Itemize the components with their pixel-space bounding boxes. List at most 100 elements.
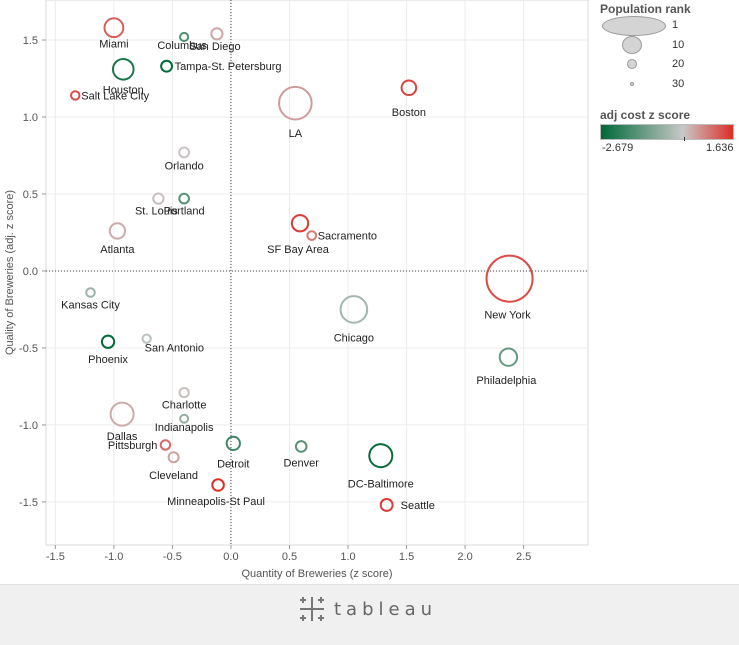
point-orlando[interactable] — [178, 146, 191, 159]
point-label-denver: Denver — [283, 457, 319, 469]
x-tick-label: 0.0 — [223, 551, 238, 563]
point-label-sacramento: Sacramento — [318, 231, 377, 243]
point-label-san-antonio: San Antonio — [145, 343, 204, 355]
point-label-atlanta: Atlanta — [100, 244, 135, 256]
point-indianapolis[interactable] — [179, 413, 190, 424]
tableau-plus-icon — [300, 597, 324, 621]
point-label-dc-baltimore: DC-Baltimore — [348, 479, 414, 491]
point-philadelphia[interactable] — [498, 347, 519, 367]
point-label-la: LA — [289, 128, 303, 140]
point-label-charlotte: Charlotte — [162, 400, 207, 412]
axes: -1.5 -1.0 -0.5 0.0 0.5 1.0 1.5 2.0 2.5 1.5 1.0 0.5 0… — [4, 35, 531, 580]
point-detroit[interactable] — [225, 435, 241, 452]
point-seattle[interactable] — [379, 498, 394, 512]
point-label-detroit: Detroit — [217, 458, 249, 470]
scatter-chart: -1.5 -1.0 -0.5 0.0 0.5 1.0 1.5 2.0 2.5 1.5 1.0 0.5 0… — [4, 0, 589, 580]
x-axis-title: Quantity of Breweries (z score) — [242, 568, 393, 580]
point-label-indianapolis: Indianapolis — [155, 422, 214, 434]
point-dallas[interactable] — [109, 401, 135, 427]
x-tick-label: 1.0 — [340, 551, 355, 563]
point-charlotte[interactable] — [178, 386, 190, 399]
point-st-louis[interactable] — [152, 192, 165, 205]
point-la[interactable] — [278, 85, 313, 121]
y-tick-label: 1.0 — [23, 112, 38, 124]
size-legend-circle-30 — [630, 82, 634, 86]
y-tick-label: 1.5 — [23, 35, 38, 47]
y-axis-title: Quality of Breweries (adj. z score) — [4, 190, 16, 355]
footer-bar — [0, 584, 739, 645]
y-tick-label: -0.5 — [19, 343, 38, 355]
size-legend-circle-1 — [602, 16, 666, 36]
point-label-chicago: Chicago — [334, 332, 374, 344]
point-label-tampa-st-petersburg: Tampa-St. Petersburg — [175, 61, 282, 73]
size-legend-circle-20 — [627, 59, 637, 69]
point-atlanta[interactable] — [108, 222, 127, 240]
point-phoenix[interactable] — [100, 334, 116, 349]
point-label-sf-bay-area: SF Bay Area — [267, 244, 330, 256]
point-houston[interactable] — [111, 57, 135, 81]
point-sf-bay-area[interactable] — [290, 214, 310, 233]
point-chicago[interactable] — [339, 295, 369, 324]
color-gradient-center-tick — [684, 137, 685, 141]
y-tick-label: -1.0 — [19, 420, 38, 432]
size-legend-label-10: 10 — [672, 39, 685, 51]
y-tick-label: -1.5 — [19, 497, 38, 509]
tableau-wordmark: tableau — [334, 598, 438, 620]
tableau-logo[interactable]: tableau — [296, 593, 437, 625]
grid-lines — [45, 0, 589, 546]
y-tick-label: 0.5 — [23, 189, 38, 201]
size-legend-circle-10 — [622, 36, 642, 54]
point-label-philadelphia: Philadelphia — [476, 375, 537, 387]
color-legend-max: 1.636 — [706, 142, 734, 154]
x-tick-label: -1.5 — [46, 551, 65, 563]
point-salt-lake-city[interactable] — [70, 90, 81, 101]
point-cleveland[interactable] — [167, 451, 180, 464]
point-boston[interactable] — [400, 79, 418, 97]
point-san-antonio[interactable] — [141, 333, 152, 344]
point-pittsburgh[interactable] — [159, 439, 172, 451]
point-miami[interactable] — [103, 17, 125, 39]
point-portland[interactable] — [178, 192, 190, 205]
point-tampa-st-petersburg[interactable] — [160, 59, 174, 73]
point-label-seattle: Seattle — [401, 500, 435, 512]
point-labels: New York LA Chicago Dallas DC-Baltimore Houst… — [61, 39, 537, 512]
x-tick-label: 2.5 — [516, 551, 531, 563]
y-tick-label: 0.0 — [23, 266, 38, 278]
point-label-cleveland: Cleveland — [149, 470, 198, 482]
point-kansas-city[interactable] — [85, 287, 96, 298]
size-legend-title: Population rank — [600, 2, 691, 16]
point-denver[interactable] — [294, 440, 308, 453]
x-tick-label: -0.5 — [163, 551, 182, 563]
point-sacramento[interactable] — [306, 230, 318, 241]
point-label-salt-lake-city: Salt Lake City — [81, 90, 149, 102]
point-new-york[interactable] — [485, 254, 534, 303]
point-label-pittsburgh: Pittsburgh — [108, 440, 158, 452]
color-gradient-bar — [600, 124, 734, 140]
point-label-san-diego: San Diego — [189, 41, 240, 53]
point-dc-baltimore[interactable] — [368, 443, 394, 469]
point-label-dallas: Dallas — [107, 431, 138, 443]
x-tick-label: -1.0 — [104, 551, 123, 563]
point-label-portland: Portland — [164, 206, 205, 218]
point-label-orlando: Orlando — [165, 160, 204, 172]
point-label-new-york: New York — [484, 310, 531, 322]
point-san-diego[interactable] — [210, 27, 224, 41]
x-tick-label: 0.5 — [282, 551, 297, 563]
data-points — [70, 17, 534, 512]
legend-panel: Population rank 1 10 20 30 adj cost z sc… — [596, 0, 739, 160]
point-minneapolis-st-paul[interactable] — [211, 478, 225, 492]
size-legend-label-20: 20 — [672, 58, 685, 70]
x-tick-label: 1.5 — [399, 551, 414, 563]
point-columbus[interactable] — [179, 31, 190, 43]
point-label-miami: Miami — [99, 39, 128, 51]
point-label-minneapolis-st-paul: Minneapolis-St Paul — [167, 496, 265, 508]
x-tick-label: 2.0 — [457, 551, 472, 563]
size-legend-label-1: 1 — [672, 19, 679, 31]
point-label-houston: Houston — [103, 84, 144, 96]
size-legend-label-30: 30 — [672, 78, 685, 90]
plot-area — [45, 0, 589, 546]
color-legend-title: adj cost z score — [600, 108, 691, 122]
point-label-kansas-city: Kansas City — [61, 300, 120, 312]
point-label-columbus: Columbus — [157, 40, 207, 52]
point-label-phoenix: Phoenix — [88, 354, 128, 366]
